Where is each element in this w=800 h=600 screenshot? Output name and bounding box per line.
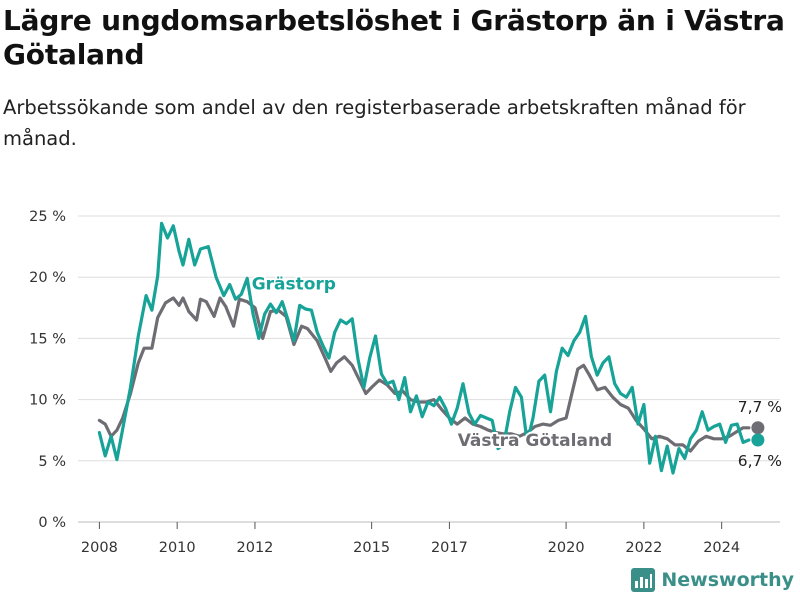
y-tick-label: 15 % <box>29 331 66 347</box>
x-tick-label: 2020 <box>548 540 585 556</box>
y-tick-label: 0 % <box>38 515 66 531</box>
series-line-vastra <box>97 296 751 453</box>
series-endpoints: 7,7 % 6,7 % <box>738 398 782 470</box>
x-tick-label: 2008 <box>81 540 118 556</box>
x-tick-label: 2010 <box>159 540 196 556</box>
chart-title: Lägre ungdomsarbetslöshet i Grästorp än … <box>3 4 785 71</box>
series-lines <box>97 221 751 475</box>
series-line-grastorp <box>97 221 751 475</box>
x-tick-label: 2024 <box>703 540 740 556</box>
brand-name: Newsworthy <box>661 569 794 591</box>
annotation-label-grastorp: Grästorp <box>252 274 336 294</box>
y-tick-label: 10 % <box>29 393 66 409</box>
endpoint-label-grastorp: 6,7 % <box>738 452 782 470</box>
brand-logo[interactable]: Newsworthy <box>631 568 794 592</box>
series-annotations: Grästorp Västra Götaland <box>250 272 615 453</box>
chart-subtitle: Arbetssökande som andel av den registerb… <box>3 96 746 150</box>
endpoint-marker-vastra <box>751 421 765 435</box>
y-axis-ticks: 0 % 5 % 10 % 15 % 20 % 25 % <box>29 209 66 531</box>
x-tick-label: 2022 <box>625 540 662 556</box>
x-tick-label: 2015 <box>353 540 390 556</box>
line-chart: 0 %5 %10 %15 %20 %25 % 2008 2010 2012 2015 2… <box>29 209 782 556</box>
bar-chart-logo-icon <box>631 568 656 592</box>
x-tick-label: 2012 <box>237 540 274 556</box>
y-tick-label: 5 % <box>38 454 66 470</box>
x-tick-label: 2017 <box>431 540 468 556</box>
endpoint-marker-grastorp <box>751 433 765 447</box>
x-axis-ticks: 2008 2010 2012 2015 2017 2020 2022 2024 <box>81 522 740 556</box>
y-tick-label: 20 % <box>29 270 66 286</box>
annotation-label-vastra: Västra Götaland <box>458 431 613 451</box>
endpoint-label-vastra: 7,7 % <box>738 398 782 416</box>
y-tick-label: 25 % <box>29 209 66 225</box>
